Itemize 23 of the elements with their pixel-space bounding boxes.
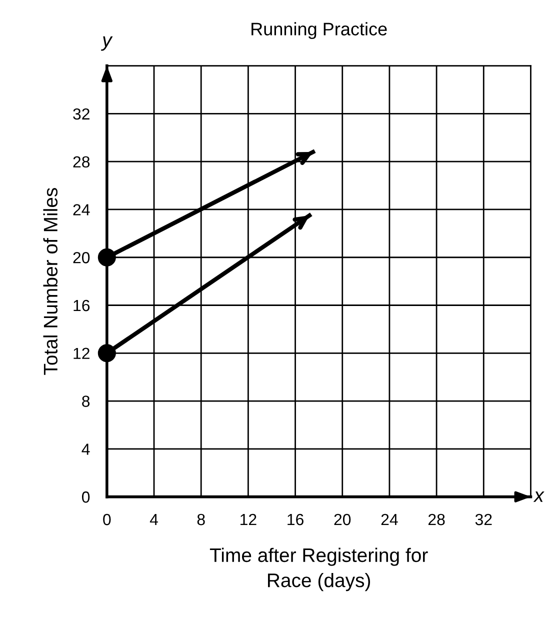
y-tick-label: 8 xyxy=(82,396,90,407)
y-axis-title: Total Number of Miles xyxy=(43,188,58,375)
y-tick-label: 24 xyxy=(73,204,90,216)
y-tick-label: 28 xyxy=(73,156,90,168)
y-tick-label: 32 xyxy=(73,108,90,120)
y-tick-label: 12 xyxy=(74,348,90,359)
y-tick-label: 16 xyxy=(74,300,90,312)
x-tick-label: 12 xyxy=(240,514,256,526)
chart-title: Running Practice xyxy=(252,22,387,40)
x-tick-label: 8 xyxy=(197,514,205,526)
x-tick-label: 16 xyxy=(288,514,304,526)
text: y xyxy=(100,36,113,51)
x-tick-label: 0 xyxy=(103,514,111,526)
x-axis-title: Time after Registering for Race (days) xyxy=(210,548,428,592)
y-tick-label: 0 xyxy=(82,491,90,503)
x-tick-label: 32 xyxy=(475,514,492,526)
x-tick-label: 24 xyxy=(381,514,398,526)
text: x xyxy=(533,492,544,502)
y-tick-label: 4 xyxy=(82,444,90,455)
x-tick-label: 20 xyxy=(334,514,351,526)
x-tick-label: 4 xyxy=(150,514,158,526)
x-tick-label: 28 xyxy=(428,514,445,526)
y-tick-label: 20 xyxy=(73,252,90,264)
